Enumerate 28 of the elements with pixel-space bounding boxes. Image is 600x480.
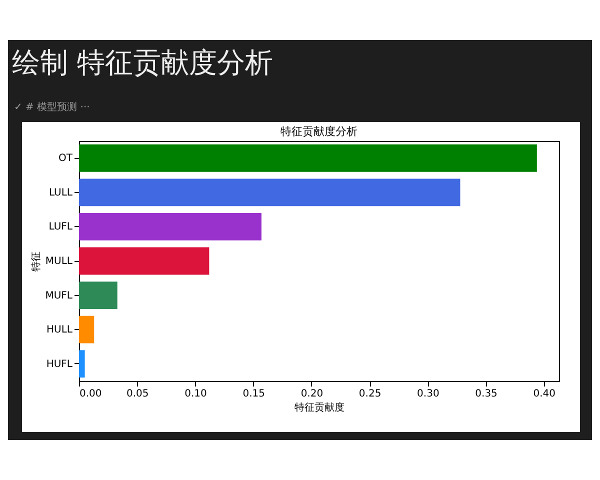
x-tick-label: 0.35	[475, 388, 498, 400]
y-axis-title: 特征	[30, 252, 42, 272]
x-tick-label: 0.30	[417, 388, 440, 400]
bar	[79, 213, 262, 240]
text: 绘制 特征贡献度分析	[12, 45, 273, 81]
chart-title: 特征贡献度分析	[280, 125, 358, 138]
x-tick-label: 0.40	[533, 388, 556, 400]
x-tick-label: 0.20	[300, 388, 324, 400]
bar	[79, 144, 537, 172]
y-tick-label: OT	[58, 153, 74, 164]
bar	[79, 282, 118, 309]
bar	[79, 316, 94, 344]
x-tick-label: 0.05	[126, 388, 149, 400]
x-tick-label: 0.15	[242, 388, 265, 400]
y-tick-label: HULL	[46, 324, 73, 336]
y-tick-label: LULL	[48, 187, 73, 198]
x-tick-label: 0.00	[80, 388, 102, 400]
y-tick-label: MULL	[45, 256, 73, 267]
text: ✓ # 模型预测 ···	[14, 100, 90, 114]
y-tick-label: LUFL	[48, 222, 73, 233]
x-tick-label: 0.10	[184, 388, 207, 400]
bar	[79, 247, 210, 275]
x-tick-label: 0.25	[358, 388, 382, 400]
bar	[79, 350, 85, 378]
bar	[79, 178, 460, 206]
y-tick-label: HUFL	[46, 358, 73, 370]
y-tick-label: MUFL	[45, 290, 73, 302]
x-axis-title: 特征贡献度	[294, 402, 344, 414]
